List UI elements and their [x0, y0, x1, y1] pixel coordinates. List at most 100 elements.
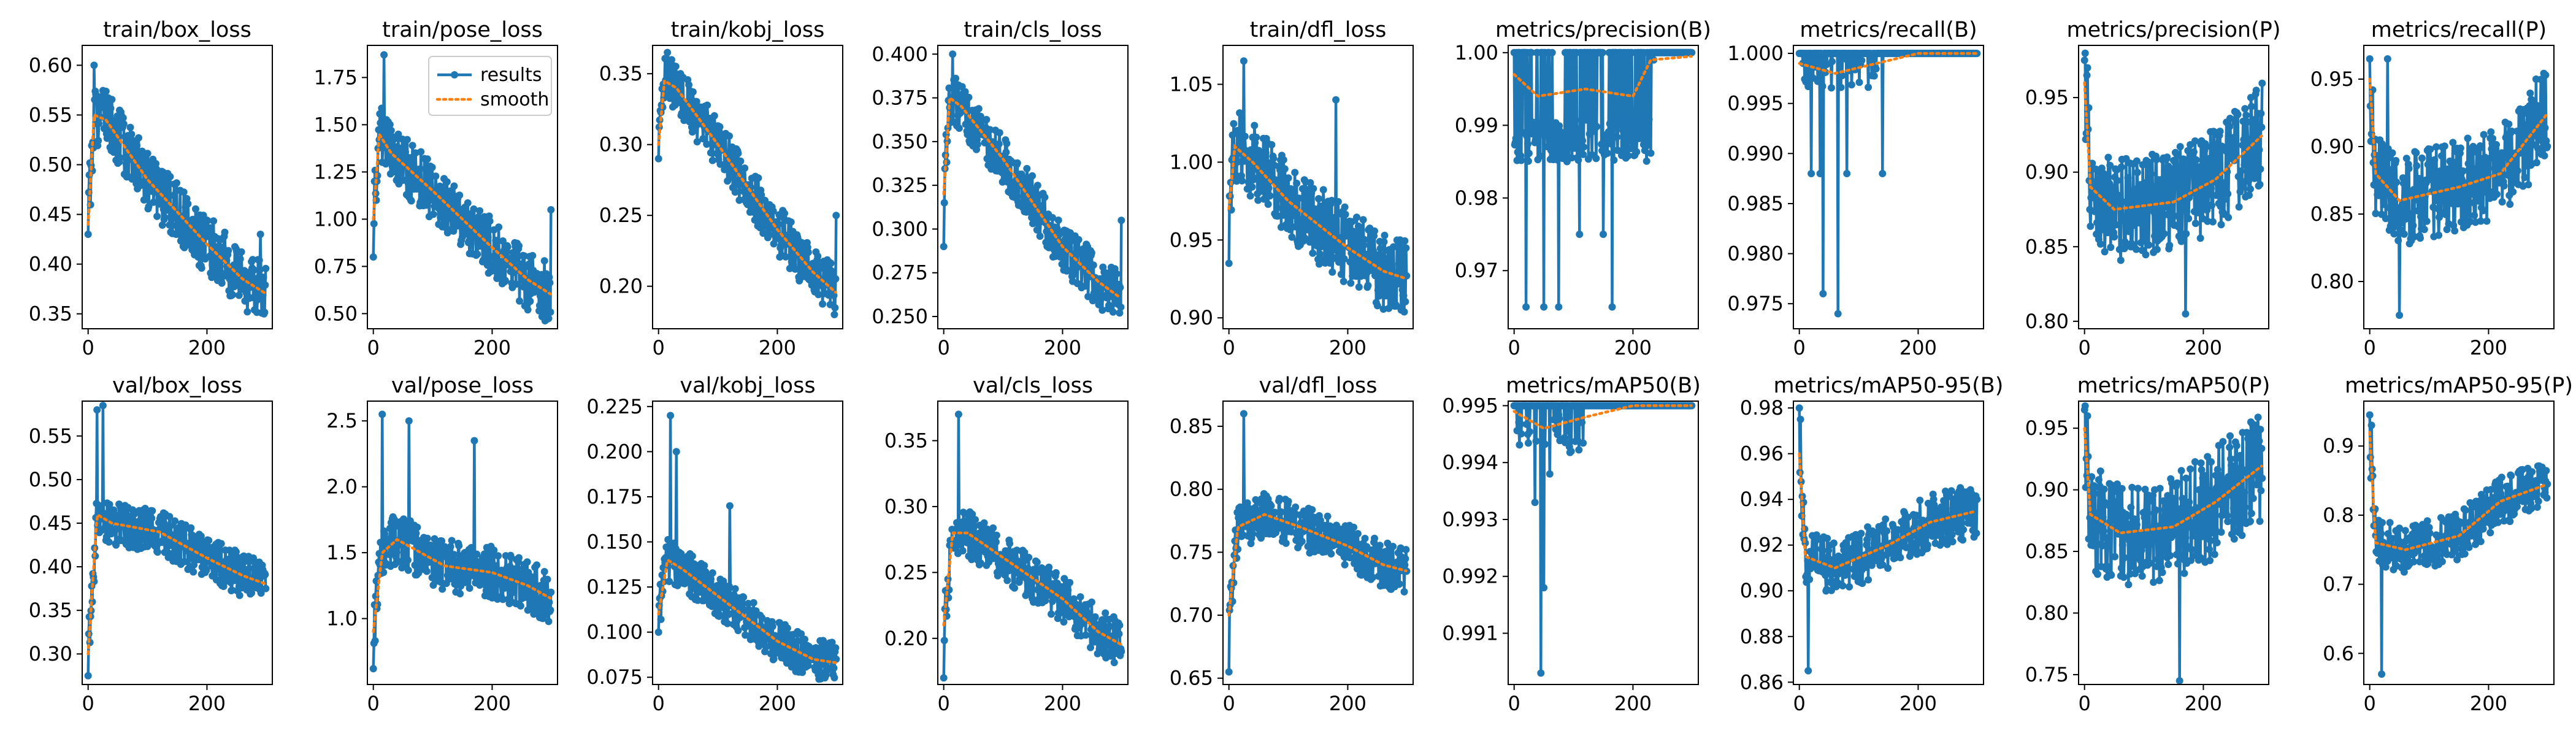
results-point — [682, 559, 690, 567]
results-point — [2214, 150, 2222, 158]
results-point — [2186, 168, 2194, 176]
axes-frame — [652, 401, 843, 685]
results-point — [99, 402, 107, 410]
results-point — [520, 252, 528, 260]
results-point — [386, 121, 394, 129]
results-point — [975, 105, 983, 113]
results-point — [940, 674, 948, 682]
results-point — [2482, 188, 2490, 196]
axes-frame — [367, 401, 558, 685]
results-point — [2423, 217, 2431, 225]
results-point — [546, 308, 554, 316]
results-point — [1804, 667, 1812, 675]
results-point — [491, 562, 499, 570]
results-point — [148, 507, 156, 515]
results-point — [2251, 152, 2259, 160]
results-point — [1540, 303, 1548, 311]
results-point — [2252, 86, 2260, 94]
smooth-line — [942, 95, 1122, 300]
results-point — [1543, 131, 1551, 139]
y-tick-label: 0.40 — [29, 555, 72, 578]
results-point — [1054, 217, 1062, 224]
results-point — [1376, 245, 1384, 252]
results-point — [1528, 130, 1536, 138]
results-point — [1603, 149, 1611, 157]
results-point — [1576, 231, 1584, 238]
results-point — [2508, 127, 2516, 135]
results-point — [1568, 154, 1576, 162]
axes-frame — [82, 45, 273, 329]
results-point — [1645, 115, 1653, 123]
results-point — [688, 552, 696, 560]
series-results — [84, 61, 270, 318]
y-tick-label: 0.30 — [29, 642, 72, 665]
results-point — [1532, 437, 1540, 445]
series-results — [1510, 402, 1696, 677]
results-point — [831, 304, 839, 312]
results-point — [107, 104, 115, 112]
results-point — [504, 243, 512, 251]
results-point — [1828, 84, 1835, 92]
results-point — [126, 123, 134, 131]
results-point — [1870, 72, 1878, 80]
y-tick-label: 1.75 — [314, 66, 358, 89]
results-point — [754, 174, 762, 182]
y-tick-label: 0.991 — [1442, 622, 1498, 645]
results-point — [94, 137, 102, 145]
results-point — [242, 565, 250, 573]
results-point — [1341, 561, 1349, 569]
results-point — [994, 572, 1002, 580]
results-point — [380, 51, 388, 59]
results-point — [1688, 48, 1696, 56]
results-point — [955, 125, 963, 132]
results-point — [1025, 553, 1033, 561]
results-point — [1343, 231, 1351, 239]
results-point — [465, 237, 473, 245]
results-point — [1354, 530, 1362, 538]
results-point — [2202, 143, 2210, 151]
results-point — [691, 126, 699, 134]
results-point — [1378, 566, 1386, 574]
results-point — [1109, 308, 1117, 316]
results-point — [814, 252, 822, 260]
results-point — [1241, 132, 1249, 140]
series-results — [1795, 50, 1981, 318]
results-point — [1351, 229, 1359, 237]
results-point — [815, 291, 822, 299]
subplot-title: metrics/precision(P) — [2066, 18, 2280, 42]
results-point — [783, 624, 791, 632]
results-point — [830, 664, 838, 672]
results-point — [743, 191, 751, 199]
results-point — [1049, 213, 1056, 221]
results-point — [2244, 139, 2252, 147]
y-tick-label: 0.80 — [2025, 310, 2069, 333]
results-point — [2207, 185, 2215, 193]
results-point — [2103, 222, 2111, 229]
results-point — [141, 196, 149, 204]
series-results — [1510, 48, 1696, 311]
axes-frame — [82, 401, 273, 685]
results-point — [229, 291, 237, 299]
results-point — [787, 218, 795, 226]
results-point — [1257, 534, 1265, 542]
results-point — [128, 518, 136, 526]
results-point — [204, 217, 212, 224]
results-point — [1098, 616, 1106, 624]
results-point — [1064, 586, 1072, 594]
results-point — [956, 541, 964, 549]
results-point — [1400, 588, 1408, 596]
smooth-line — [1227, 144, 1408, 280]
results-point — [2133, 245, 2140, 253]
results-point — [1516, 441, 1524, 449]
results-point — [370, 220, 378, 228]
series-results — [2080, 49, 2266, 318]
results-point — [1401, 561, 1409, 569]
y-tick-label: 0.25 — [884, 561, 928, 584]
results-point — [2212, 168, 2220, 176]
results-point — [1546, 470, 1554, 478]
results-point — [470, 205, 478, 213]
y-tick-label: 0.85 — [1170, 415, 1213, 438]
results-point — [429, 210, 437, 218]
